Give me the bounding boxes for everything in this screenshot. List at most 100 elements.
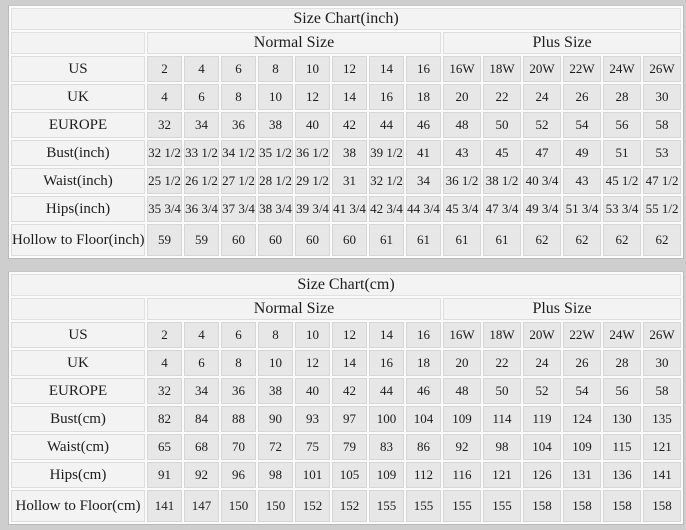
data-cell: 82 [147, 406, 182, 432]
data-cell: 44 [369, 112, 404, 138]
data-cell: 100 [369, 406, 404, 432]
data-cell: 34 [184, 112, 219, 138]
table-row: EUROPE 32 34 36 38 40 42 44 46 48 50 52 54 56 58 [11, 112, 682, 138]
data-cell: 46 [406, 112, 441, 138]
data-cell: 101 [295, 462, 330, 488]
row-label: Hips(inch) [11, 196, 145, 222]
data-cell: 115 [603, 434, 641, 460]
data-cell: 32 [147, 112, 182, 138]
data-cell: 12 [332, 322, 367, 348]
table-row: Waist(cm) 65 68 70 72 75 79 83 86 92 98 104 109 115 12… [11, 434, 682, 460]
table-row: Waist(inch) 25 1/2 26 1/2 27 1/2 28 1/2 29 1/… [11, 168, 682, 194]
row-label: Bust(inch) [11, 140, 145, 166]
data-cell: 35 3/4 [147, 196, 182, 222]
data-cell: 20W [523, 322, 561, 348]
data-cell: 51 3/4 [563, 196, 601, 222]
data-cell: 6 [184, 350, 219, 376]
data-cell: 44 [369, 378, 404, 404]
data-cell: 141 [643, 462, 682, 488]
data-cell: 62 [563, 224, 601, 256]
row-label: US [11, 322, 145, 348]
title-row: Size Chart(inch) [11, 8, 682, 30]
data-cell: 75 [295, 434, 330, 460]
row-label: Waist(cm) [11, 434, 145, 460]
data-cell: 10 [258, 84, 293, 110]
table-row: UK 4 6 8 10 12 14 16 18 20 22 24 26 28 30 [11, 84, 682, 110]
data-cell: 42 [332, 112, 367, 138]
data-cell: 158 [603, 490, 641, 522]
data-cell: 61 [443, 224, 481, 256]
data-cell: 30 [643, 350, 682, 376]
table-row: Hollow to Floor(inch) 59 59 60 60 60 60 61 61 61 6… [11, 224, 682, 256]
group-header-normal-size: Normal Size [147, 32, 441, 54]
data-cell: 97 [332, 406, 367, 432]
data-cell: 40 3/4 [523, 168, 561, 194]
data-cell: 48 [443, 112, 481, 138]
data-cell: 4 [147, 84, 182, 110]
data-cell: 46 [406, 378, 441, 404]
data-cell: 26 1/2 [184, 168, 219, 194]
data-cell: 88 [221, 406, 256, 432]
data-cell: 109 [563, 434, 601, 460]
size-chart-inch-table: Size Chart(inch) Normal Size Plus Size U… [8, 5, 685, 259]
data-cell: 32 [147, 378, 182, 404]
data-cell: 8 [221, 350, 256, 376]
data-cell: 6 [221, 56, 256, 82]
data-cell: 26W [643, 56, 682, 82]
data-cell: 92 [184, 462, 219, 488]
data-cell: 38 3/4 [258, 196, 293, 222]
data-cell: 47 3/4 [483, 196, 521, 222]
data-cell: 55 1/2 [643, 196, 682, 222]
data-cell: 49 [563, 140, 601, 166]
data-cell: 51 [603, 140, 641, 166]
data-cell: 24W [603, 56, 641, 82]
data-cell: 42 [332, 378, 367, 404]
row-label: Bust(cm) [11, 406, 145, 432]
data-cell: 42 3/4 [369, 196, 404, 222]
data-cell: 41 [406, 140, 441, 166]
table-row: US 2 4 6 8 10 12 14 16 16W 18W 20W 22W 24W 26W [11, 56, 682, 82]
data-cell: 27 1/2 [221, 168, 256, 194]
data-cell: 14 [369, 56, 404, 82]
data-cell: 16 [369, 84, 404, 110]
group-header-plus-size: Plus Size [443, 298, 682, 320]
data-cell: 158 [643, 490, 682, 522]
data-cell: 14 [332, 84, 367, 110]
data-cell: 4 [184, 322, 219, 348]
data-cell: 45 3/4 [443, 196, 481, 222]
data-cell: 114 [483, 406, 521, 432]
table-row: Hollow to Floor(cm) 141 147 150 150 152 152 155… [11, 490, 682, 522]
data-cell: 31 [332, 168, 367, 194]
data-cell: 116 [443, 462, 481, 488]
data-cell: 152 [295, 490, 330, 522]
data-cell: 8 [221, 84, 256, 110]
data-cell: 147 [184, 490, 219, 522]
data-cell: 158 [563, 490, 601, 522]
data-cell: 104 [523, 434, 561, 460]
data-cell: 38 [258, 378, 293, 404]
data-cell: 10 [258, 350, 293, 376]
data-cell: 135 [643, 406, 682, 432]
data-cell: 6 [221, 322, 256, 348]
data-cell: 56 [603, 378, 641, 404]
data-cell: 12 [295, 350, 330, 376]
title-row: Size Chart(cm) [11, 274, 682, 296]
data-cell: 4 [147, 350, 182, 376]
data-cell: 24 [523, 350, 561, 376]
data-cell: 28 [603, 350, 641, 376]
data-cell: 61 [483, 224, 521, 256]
data-cell: 112 [406, 462, 441, 488]
row-label: US [11, 56, 145, 82]
data-cell: 98 [258, 462, 293, 488]
group-header-row: Normal Size Plus Size [11, 298, 682, 320]
data-cell: 10 [295, 56, 330, 82]
data-cell: 136 [603, 462, 641, 488]
data-cell: 48 [443, 378, 481, 404]
data-cell: 22 [483, 350, 521, 376]
data-cell: 92 [443, 434, 481, 460]
group-header-normal-size: Normal Size [147, 298, 441, 320]
data-cell: 34 [184, 378, 219, 404]
data-cell: 83 [369, 434, 404, 460]
data-cell: 26 [563, 84, 601, 110]
data-cell: 60 [295, 224, 330, 256]
